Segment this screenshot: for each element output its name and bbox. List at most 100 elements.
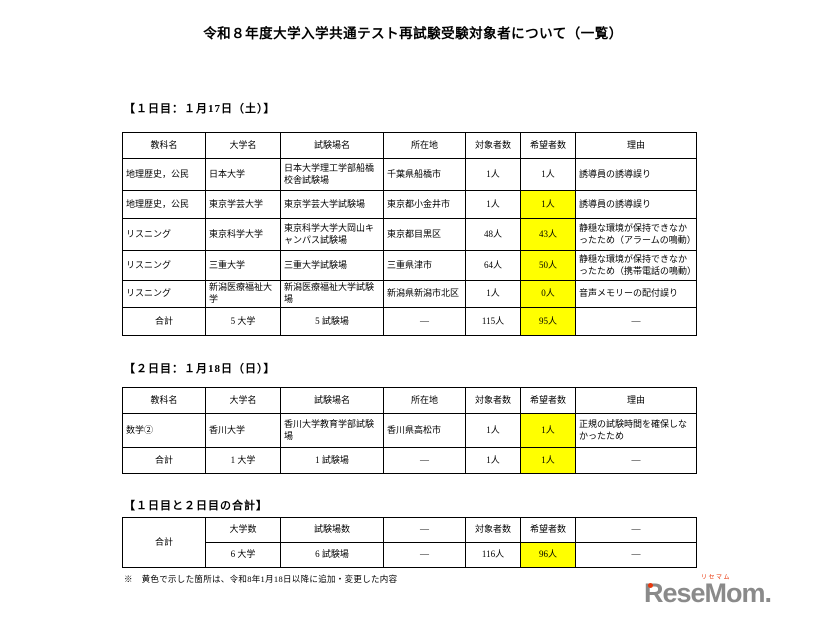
cell-university: 東京科学大学 [205, 218, 281, 251]
cell-location: 千葉県船橋市 [383, 158, 466, 191]
cell-applicant-count-highlighted: 1人 [520, 413, 576, 448]
cell-applicant-count-highlighted: 1人 [520, 190, 576, 219]
header-target-count: 対象者数 [465, 132, 521, 159]
cell-target-count: 1人 [465, 280, 521, 308]
logo-ruby-text: リセマム [701, 575, 732, 581]
grand-total-label: 合計 [122, 517, 206, 568]
table-row: 地理歴史，公民 東京学芸大学 東京学芸大学試験場 東京都小金井市 1人 1人 誘… [122, 190, 697, 219]
grand-total-reason: ― [575, 542, 697, 568]
table-row: 数学② 香川大学 香川大学教育学部試験場 香川県高松市 1人 1人 正規の試験時… [122, 413, 697, 448]
total-universities: 1 大学 [205, 447, 281, 474]
logo-red-dot-icon [648, 583, 653, 588]
total-row: 6 大学 6 試験場 ― 116人 96人 ― [123, 542, 697, 568]
table-row: 地理歴史，公民 日本大学 日本大学理工学部船橋校舎試験場 千葉県船橋市 1人 1… [122, 158, 697, 191]
cell-location: 香川県高松市 [383, 413, 466, 448]
footnote: ※ 黄色で示した箇所は、令和8年1月18日以降に追加・変更した内容 [124, 574, 398, 584]
total-applicant-count-highlighted: 1人 [520, 447, 576, 474]
cell-target-count: 1人 [465, 190, 521, 219]
section-heading-grand-total: 【１日目と２日目の合計】 [124, 500, 268, 512]
logo-wordmark: ReseMom. [644, 578, 772, 608]
grand-total-target-count: 116人 [465, 542, 521, 568]
table-row: 合計 大学数 試験場数 ― 対象者数 希望者数 ― [122, 517, 697, 568]
cell-reason: 正規の試験時間を確保しなかったため [575, 413, 697, 448]
total-location: ― [383, 447, 466, 474]
section-heading-day2: 【２日目：１月18日（日）】 [124, 363, 276, 375]
cell-subject: リスニング [122, 250, 206, 281]
cell-university: 香川大学 [205, 413, 281, 448]
cell-target-count: 1人 [465, 413, 521, 448]
cell-venue: 東京科学大学大岡山キャンパス試験場 [280, 218, 384, 251]
cell-location: 三重県津市 [383, 250, 466, 281]
header-venue: 試験場名 [280, 387, 384, 414]
total-target-count: 115人 [465, 307, 521, 336]
total-reason: ― [575, 307, 697, 336]
total-row: 合計 1 大学 1 試験場 ― 1人 1人 ― [122, 447, 697, 474]
grand-total-universities: 6 大学 [205, 542, 281, 568]
table-row: リスニング 東京科学大学 東京科学大学大岡山キャンパス試験場 東京都目黒区 48… [122, 218, 697, 251]
header-subject: 教科名 [122, 387, 206, 414]
grand-total-applicant-count-highlighted: 96人 [520, 542, 576, 568]
cell-subject: リスニング [122, 280, 206, 308]
total-venues: 5 試験場 [280, 307, 384, 336]
cell-applicant-count-highlighted: 50人 [520, 250, 576, 281]
cell-subject: 数学② [122, 413, 206, 448]
cell-target-count: 48人 [465, 218, 521, 251]
day2-table: 教科名 大学名 試験場名 所在地 対象者数 希望者数 理由 数学② 香川大学 香… [122, 387, 697, 474]
day1-table: 教科名 大学名 試験場名 所在地 対象者数 希望者数 理由 地理歴史，公民 日本… [122, 132, 697, 336]
cell-location: 東京都小金井市 [383, 190, 466, 219]
total-applicant-count-highlighted: 95人 [520, 307, 576, 336]
cell-reason: 誘導員の誘導誤り [575, 190, 697, 219]
cell-reason: 静穏な環境が保持できなかったため（アラームの鳴動） [575, 218, 697, 251]
cell-university: 三重大学 [205, 250, 281, 281]
table-header-row: 教科名 大学名 試験場名 所在地 対象者数 希望者数 理由 [122, 132, 697, 159]
cell-applicant-count-highlighted: 0人 [520, 280, 576, 308]
cell-university: 東京学芸大学 [205, 190, 281, 219]
total-universities: 5 大学 [205, 307, 281, 336]
header-reason: 理由 [575, 132, 697, 159]
header-subject: 教科名 [122, 132, 206, 159]
header-location-dash: ― [383, 517, 466, 543]
header-applicant-count: 希望者数 [520, 132, 576, 159]
cell-location: 新潟県新潟市北区 [383, 280, 466, 308]
header-university: 大学名 [205, 132, 281, 159]
grand-total-location: ― [383, 542, 466, 568]
header-applicant-count: 希望者数 [520, 387, 576, 414]
table-header-row: 教科名 大学名 試験場名 所在地 対象者数 希望者数 理由 [122, 387, 697, 414]
cell-venue: 三重大学試験場 [280, 250, 384, 281]
cell-subject: 地理歴史，公民 [122, 158, 206, 191]
cell-target-count: 1人 [465, 158, 521, 191]
cell-venue: 東京学芸大学試験場 [280, 190, 384, 219]
total-label: 合計 [122, 307, 206, 336]
header-applicant-count: 希望者数 [520, 517, 576, 543]
cell-venue: 新潟医療福祉大学試験場 [280, 280, 384, 308]
cell-subject: 地理歴史，公民 [122, 190, 206, 219]
cell-target-count: 64人 [465, 250, 521, 281]
header-target-count: 対象者数 [465, 517, 521, 543]
cell-subject: リスニング [122, 218, 206, 251]
header-reason-dash: ― [575, 517, 697, 543]
cell-applicant-count: 1人 [520, 158, 576, 191]
cell-university: 日本大学 [205, 158, 281, 191]
resemom-logo: リセマム ReseMom. [644, 571, 774, 613]
section-heading-day1: 【１日目：１月17日（土）】 [124, 103, 276, 115]
total-reason: ― [575, 447, 697, 474]
header-location: 所在地 [383, 387, 466, 414]
cell-reason: 静穏な環境が保持できなかったため（携帯電話の鳴動） [575, 250, 697, 281]
header-university: 大学名 [205, 387, 281, 414]
total-row: 合計 5 大学 5 試験場 ― 115人 95人 ― [122, 307, 697, 336]
cell-location: 東京都目黒区 [383, 218, 466, 251]
total-venues: 1 試験場 [280, 447, 384, 474]
header-reason: 理由 [575, 387, 697, 414]
header-target-count: 対象者数 [465, 387, 521, 414]
table-row: リスニング 三重大学 三重大学試験場 三重県津市 64人 50人 静穏な環境が保… [122, 250, 697, 281]
header-venue-count: 試験場数 [280, 517, 384, 543]
cell-applicant-count-highlighted: 43人 [520, 218, 576, 251]
total-location: ― [383, 307, 466, 336]
cell-reason: 誘導員の誘導誤り [575, 158, 697, 191]
grand-total-table: 合計 大学数 試験場数 ― 対象者数 希望者数 ― 6 大学 6 試験場 ― 1… [122, 517, 697, 568]
header-venue: 試験場名 [280, 132, 384, 159]
total-target-count: 1人 [465, 447, 521, 474]
table-row: リスニング 新潟医療福祉大学 新潟医療福祉大学試験場 新潟県新潟市北区 1人 0… [122, 280, 697, 308]
header-location: 所在地 [383, 132, 466, 159]
header-university-count: 大学数 [205, 517, 281, 543]
